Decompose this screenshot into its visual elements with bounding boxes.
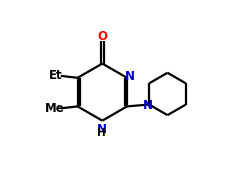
Text: N: N (125, 70, 135, 83)
Text: Et: Et (49, 69, 63, 82)
Text: N: N (96, 123, 106, 136)
Text: Me: Me (45, 102, 65, 115)
Text: O: O (97, 30, 107, 43)
Text: N: N (143, 99, 153, 112)
Text: H: H (97, 128, 106, 138)
